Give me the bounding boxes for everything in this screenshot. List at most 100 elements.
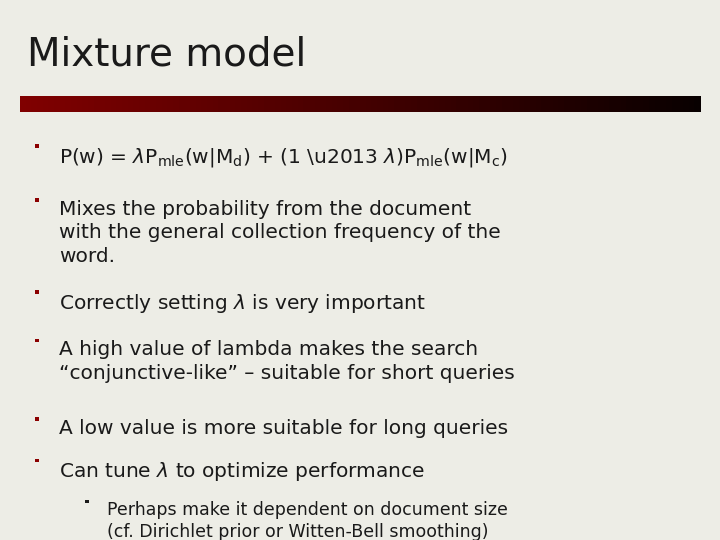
Bar: [26, 96, 33, 112]
Bar: [564, 96, 571, 112]
Bar: [292, 96, 299, 112]
Bar: [433, 96, 441, 112]
Bar: [287, 96, 294, 112]
Text: Can tune $\lambda$ to optimize performance: Can tune $\lambda$ to optimize performan…: [59, 460, 425, 483]
Bar: [518, 96, 526, 112]
Bar: [83, 96, 89, 112]
Bar: [20, 96, 27, 112]
Bar: [162, 96, 169, 112]
Text: Mixes the probability from the document
with the general collection frequency of: Mixes the probability from the document …: [59, 200, 501, 266]
Bar: [456, 96, 464, 112]
Bar: [621, 96, 628, 112]
Bar: [400, 96, 407, 112]
Bar: [297, 96, 305, 112]
Bar: [37, 96, 44, 112]
Bar: [524, 96, 531, 112]
Bar: [241, 96, 248, 112]
Text: Mixture model: Mixture model: [27, 35, 307, 73]
Bar: [303, 96, 310, 112]
Bar: [184, 96, 192, 112]
Bar: [348, 96, 356, 112]
Bar: [42, 96, 50, 112]
Bar: [264, 96, 271, 112]
Bar: [212, 96, 220, 112]
Bar: [35, 458, 40, 462]
Bar: [99, 96, 107, 112]
Bar: [570, 96, 577, 112]
Text: A high value of lambda makes the search
“conjunctive-like” – suitable for short : A high value of lambda makes the search …: [59, 340, 515, 383]
Bar: [320, 96, 328, 112]
Bar: [382, 96, 390, 112]
Bar: [428, 96, 435, 112]
Bar: [269, 96, 276, 112]
Bar: [388, 96, 395, 112]
Bar: [60, 96, 67, 112]
Bar: [688, 96, 696, 112]
Bar: [85, 500, 89, 503]
Bar: [150, 96, 158, 112]
Bar: [615, 96, 622, 112]
Bar: [513, 96, 520, 112]
Bar: [133, 96, 140, 112]
Bar: [122, 96, 129, 112]
Bar: [275, 96, 282, 112]
Bar: [190, 96, 197, 112]
Bar: [575, 96, 582, 112]
Bar: [632, 96, 639, 112]
Bar: [127, 96, 135, 112]
Bar: [202, 96, 209, 112]
Bar: [694, 96, 701, 112]
Bar: [473, 96, 480, 112]
Bar: [666, 96, 673, 112]
Bar: [235, 96, 243, 112]
Bar: [179, 96, 186, 112]
Bar: [54, 96, 61, 112]
Bar: [394, 96, 401, 112]
Bar: [603, 96, 611, 112]
Bar: [281, 96, 288, 112]
Bar: [338, 96, 344, 112]
Bar: [581, 96, 588, 112]
Bar: [558, 96, 565, 112]
Bar: [417, 96, 424, 112]
Bar: [315, 96, 322, 112]
Bar: [649, 96, 656, 112]
Bar: [309, 96, 316, 112]
Bar: [326, 96, 333, 112]
Text: P(w) = $\lambda$P$_{\rm mle}$(w|M$_{\rm d}$) + (1 \u2013 $\lambda$)P$_{\rm mle}$: P(w) = $\lambda$P$_{\rm mle}$(w|M$_{\rm …: [59, 146, 508, 169]
Bar: [502, 96, 509, 112]
Bar: [547, 96, 554, 112]
Bar: [479, 96, 486, 112]
Text: Correctly setting $\lambda$ is very important: Correctly setting $\lambda$ is very impo…: [59, 292, 426, 315]
Bar: [173, 96, 180, 112]
Bar: [423, 96, 429, 112]
Bar: [643, 96, 650, 112]
Bar: [105, 96, 112, 112]
Bar: [196, 96, 203, 112]
Bar: [490, 96, 498, 112]
Bar: [117, 96, 124, 112]
Bar: [88, 96, 95, 112]
Bar: [587, 96, 594, 112]
Bar: [35, 144, 40, 148]
Bar: [218, 96, 225, 112]
Bar: [156, 96, 163, 112]
Bar: [462, 96, 469, 112]
Bar: [626, 96, 634, 112]
Bar: [207, 96, 214, 112]
Bar: [609, 96, 616, 112]
Bar: [593, 96, 599, 112]
Bar: [377, 96, 384, 112]
Bar: [552, 96, 559, 112]
Bar: [372, 96, 379, 112]
Bar: [654, 96, 662, 112]
Bar: [258, 96, 265, 112]
Bar: [637, 96, 644, 112]
Bar: [672, 96, 679, 112]
Bar: [35, 290, 40, 294]
Bar: [111, 96, 118, 112]
Bar: [139, 96, 146, 112]
Bar: [66, 96, 73, 112]
Bar: [354, 96, 361, 112]
Bar: [678, 96, 684, 112]
